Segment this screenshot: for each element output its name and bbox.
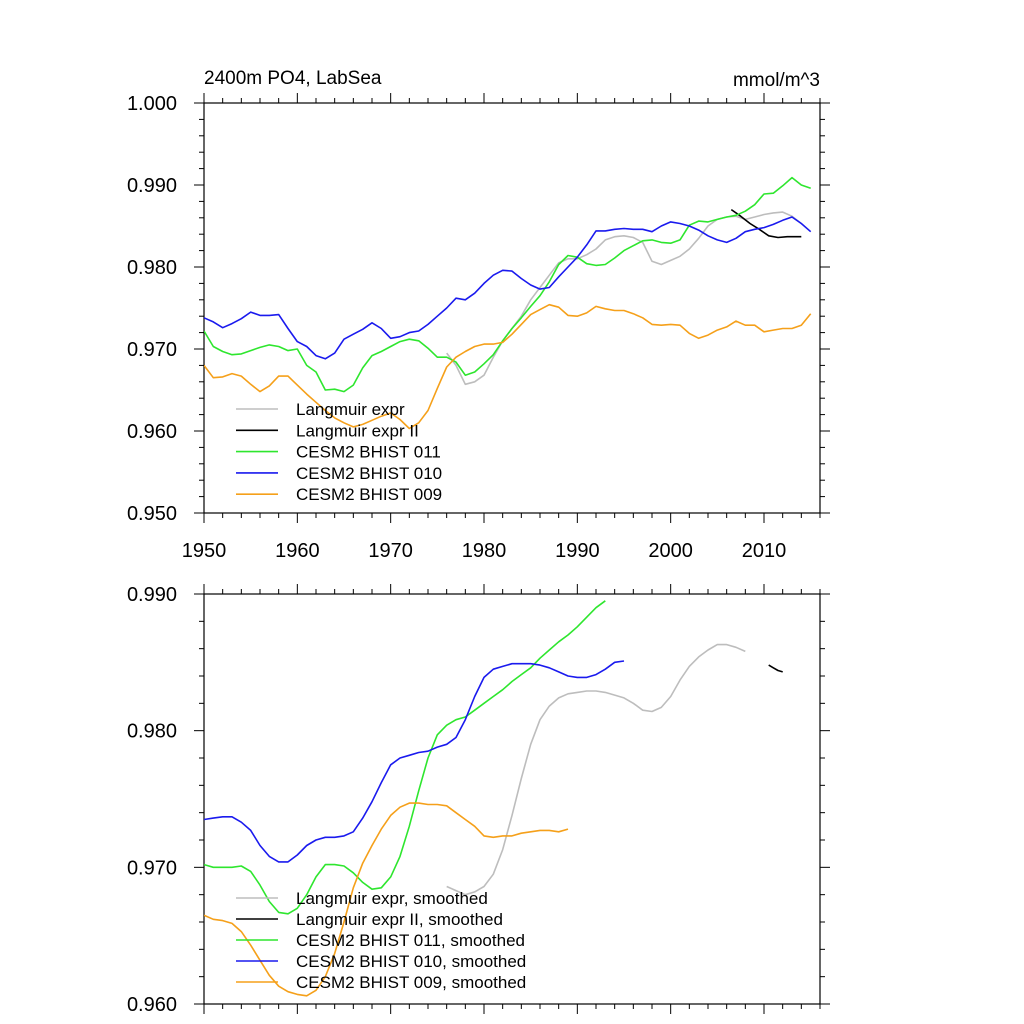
- chart1-series-line-1: [730, 208, 802, 239]
- chart1-x-tick-label: 1980: [462, 540, 507, 562]
- chart1-series-line-0: [446, 211, 802, 386]
- chart2-legend-label-0: Langmuir expr, smoothed: [296, 889, 488, 908]
- chart2-legend-label-4: CESM2 BHIST 009, smoothed: [296, 973, 526, 992]
- chart2-series-line-4: [204, 802, 569, 997]
- chart2-y-tick-label: 0.960: [127, 994, 177, 1016]
- chart2-y-tick-label: 0.990: [127, 584, 177, 606]
- chart1-legend-label-4: CESM2 BHIST 009: [296, 485, 442, 504]
- chart2-panel: 0.960 0.970 0.980 0.990 Langmuir expr, smoot…: [127, 584, 830, 1016]
- chart2-legend-label-2: CESM2 BHIST 011, smoothed: [296, 931, 525, 950]
- chart1-series-group: [204, 176, 812, 430]
- chart1-x-tick-label: 1970: [368, 540, 413, 562]
- chart1-legend-label-3: CESM2 BHIST 010: [296, 464, 442, 483]
- chart1-y-tick-label: 0.970: [127, 339, 177, 361]
- chart1-x-tick-label: 2010: [742, 540, 787, 562]
- chart1-legend-label-2: CESM2 BHIST 011: [296, 443, 441, 462]
- chart2-series-line-3: [204, 660, 625, 863]
- chart1-series-line-4: [204, 303, 812, 430]
- chart1-legend-label-1: Langmuir expr II: [296, 421, 419, 440]
- chart1-y-tick-label: 0.980: [127, 257, 177, 279]
- chart1-legend-label-0: Langmuir expr: [296, 400, 405, 419]
- chart1-x-tick-label: 1990: [555, 540, 600, 562]
- chart1-series-line-3: [204, 216, 812, 360]
- chart1-series-line-2: [204, 176, 811, 393]
- chart2-series-line-0: [446, 643, 746, 896]
- chart2-series-line-1: [768, 664, 783, 673]
- chart2-legend-label-3: CESM2 BHIST 010, smoothed: [296, 952, 526, 971]
- chart2-legend-label-1: Langmuir expr II, smoothed: [296, 910, 503, 929]
- chart1-y-tick-label: 1.000: [127, 93, 177, 115]
- chart2-series-group: [204, 600, 783, 997]
- chart1-x-tick-label: 2000: [648, 540, 693, 562]
- chart2-series-line-2: [204, 600, 606, 915]
- chart1-panel: 1950 1960 1970 1980 1990 2000 2010 0.950 0.960 0.…: [127, 93, 830, 562]
- chart1-title-right: mmol/m^3: [733, 70, 820, 91]
- chart2-y-tick-label: 0.980: [127, 721, 177, 743]
- chart1-x-tick-label: 1960: [275, 540, 320, 562]
- chart2-plot-frame: [203, 593, 821, 1005]
- chart2-y-tick-label: 0.970: [127, 857, 177, 879]
- chart1-y-tick-label: 0.990: [127, 175, 177, 197]
- chart1-title-left: 2400m PO4, LabSea: [204, 68, 382, 89]
- chart1-x-tick-label: 1950: [182, 540, 227, 562]
- chart1-y-tick-label: 0.960: [127, 421, 177, 443]
- chart1-plot-frame: [203, 102, 821, 514]
- chart1-y-tick-label: 0.950: [127, 503, 177, 525]
